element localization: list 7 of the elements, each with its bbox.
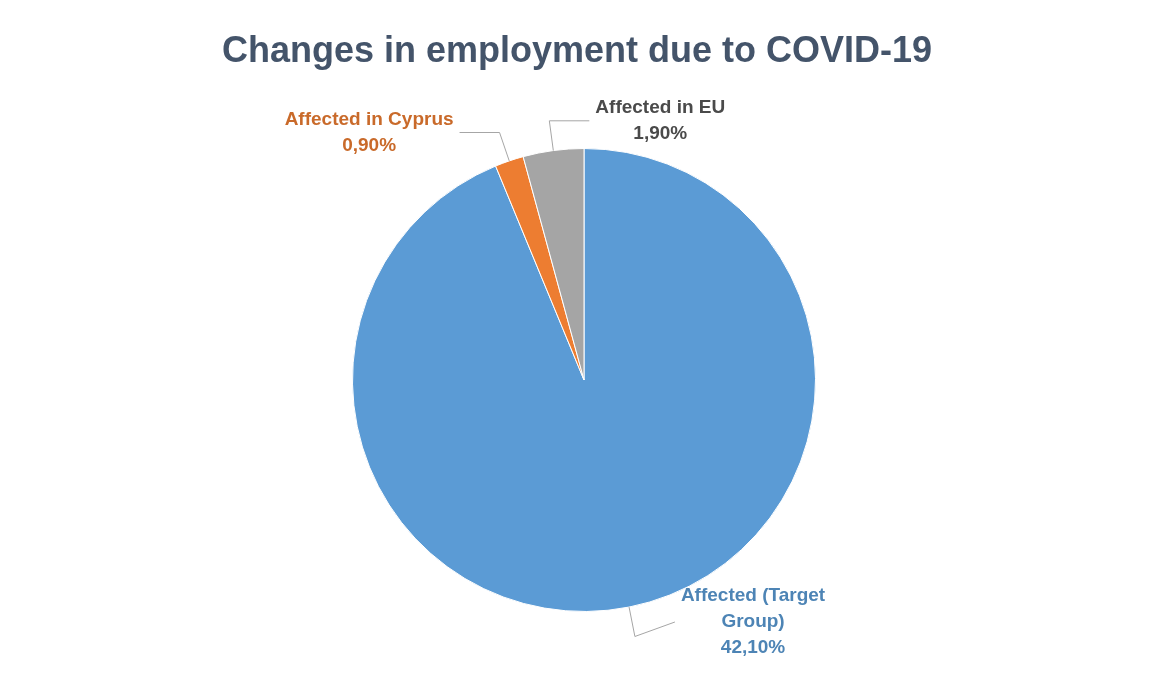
data-label: 42,10% (720, 636, 786, 658)
data-label: 0,90% (342, 133, 397, 155)
chart-title: Changes in employment due to COVID-19 (221, 28, 933, 70)
slice-label: Affected (Target Group) (680, 584, 826, 632)
slice-label: Affected in Cyprus (284, 107, 454, 129)
slice-label: Affected in EU (595, 96, 726, 118)
data-label: 1,90% (633, 122, 688, 144)
